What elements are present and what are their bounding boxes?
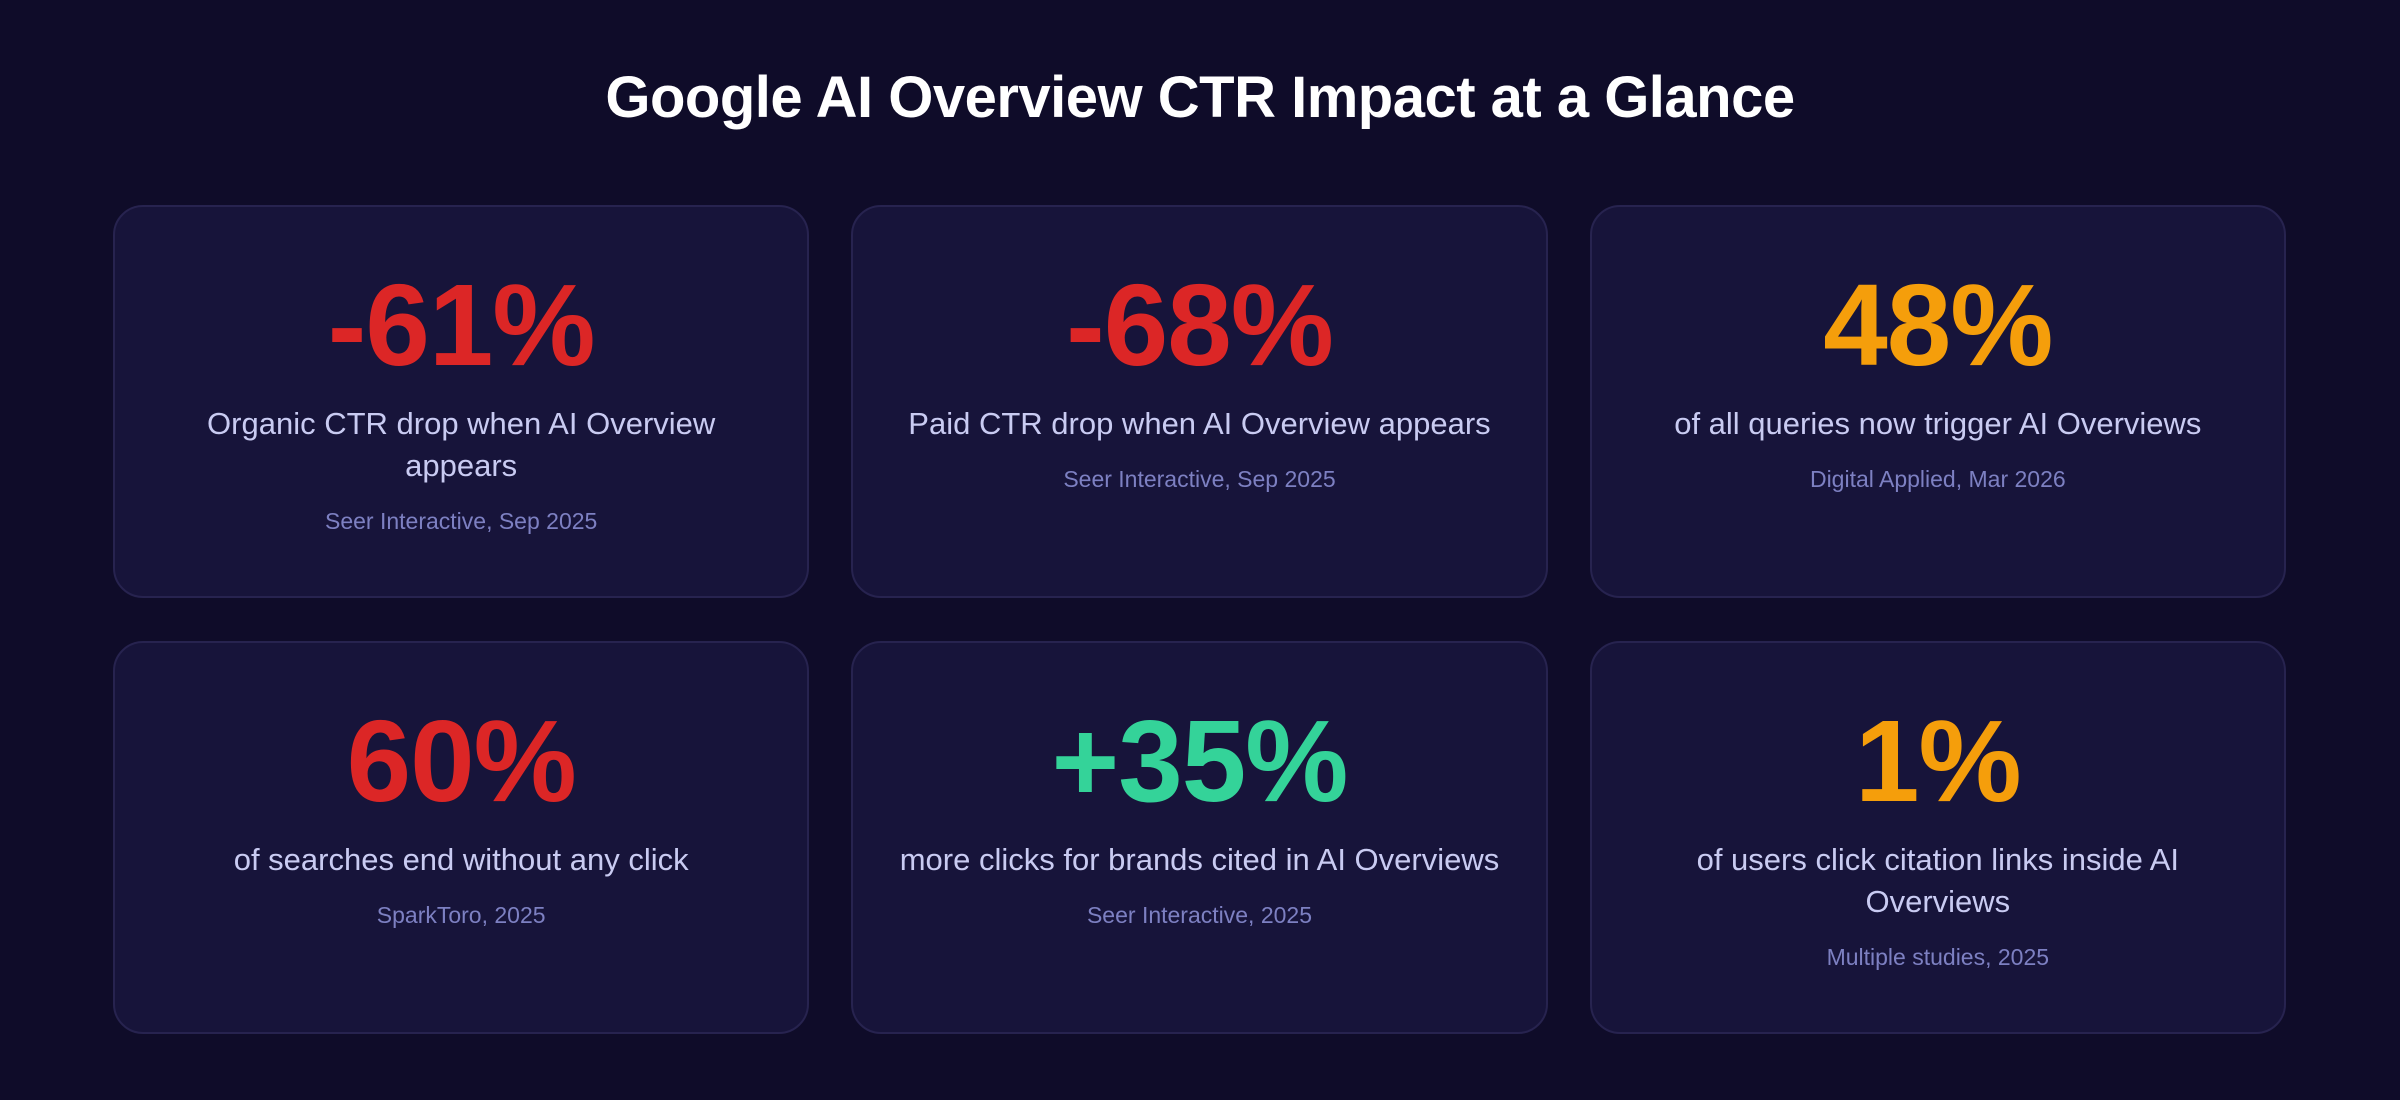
- stat-label: of all queries now trigger AI Overviews: [1674, 406, 2202, 441]
- stat-value: -61%: [327, 260, 596, 390]
- stat-source: Multiple studies, 2025: [1826, 944, 2050, 970]
- stat-card: 48% of all queries now trigger AI Overvie…: [1589, 205, 2286, 598]
- stat-source: SparkToro, 2025: [376, 902, 546, 928]
- stat-card: +35% more clicks for brands cited in AI O…: [851, 641, 1548, 1034]
- stat-card: 60% of searches end without any click Spar…: [113, 641, 810, 1034]
- stat-source: Seer Interactive, Sep 2025: [324, 508, 598, 534]
- stat-card: -68% Paid CTR drop when AI Overview appea…: [851, 205, 1548, 598]
- stat-card: -61% Organic CTR drop when AI Overview ap…: [113, 205, 810, 598]
- stat-label: more clicks for brands cited in AI Overv…: [899, 842, 1500, 877]
- stat-value: 1%: [1854, 696, 2022, 826]
- stat-source: Digital Applied, Mar 2026: [1809, 466, 2066, 492]
- stat-value: +35%: [1051, 696, 1349, 826]
- stat-value: 48%: [1823, 260, 2053, 390]
- stat-label: of searches end without any click: [233, 842, 689, 877]
- stat-source: Seer Interactive, 2025: [1086, 902, 1312, 928]
- stat-label: Paid CTR drop when AI Overview appears: [908, 406, 1491, 441]
- stat-label: of users click citation links inside AI …: [1696, 842, 2180, 919]
- stat-value: 60%: [346, 696, 577, 826]
- stat-card: 1% of users click citation links inside A…: [1589, 641, 2286, 1034]
- stat-value: -68%: [1066, 260, 1334, 390]
- page-title: Google AI Overview CTR Impact at a Glanc…: [605, 65, 1795, 130]
- card-grid: -61% Organic CTR drop when AI Overview ap…: [113, 205, 2286, 1034]
- stat-label: Organic CTR drop when AI Overview appear…: [207, 406, 716, 483]
- stat-source: Seer Interactive, Sep 2025: [1063, 466, 1336, 492]
